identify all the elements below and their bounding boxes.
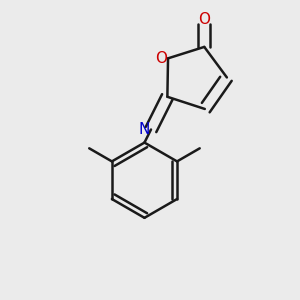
- Text: O: O: [198, 12, 210, 27]
- Text: O: O: [155, 51, 167, 66]
- Text: N: N: [138, 122, 149, 137]
